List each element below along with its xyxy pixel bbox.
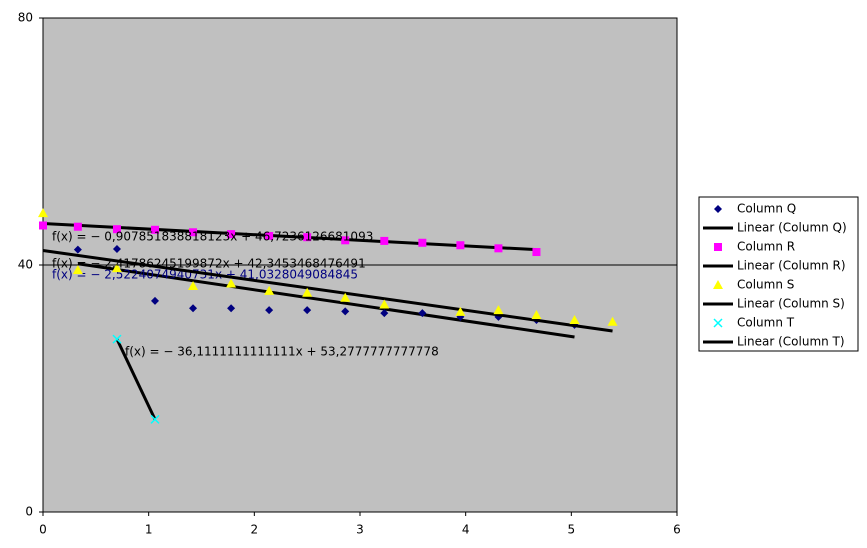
legend-label: Column R (737, 240, 795, 254)
point (493, 305, 504, 315)
x-tick-label: 0 (39, 523, 47, 537)
point (531, 310, 542, 320)
point (303, 306, 312, 315)
legend-swatch (714, 243, 722, 251)
point (341, 236, 350, 245)
point (151, 296, 160, 305)
x-tick-label: 5 (568, 523, 576, 537)
legend-label: Linear (Column T) (737, 335, 845, 349)
point (112, 225, 121, 234)
point (188, 280, 199, 290)
point (264, 285, 275, 295)
point (151, 225, 160, 234)
point (456, 241, 465, 250)
trend-line (42, 249, 613, 333)
x-tick-label: 6 (673, 523, 681, 537)
x-tick-label: 3 (356, 523, 364, 537)
y-tick-label: 40 (18, 258, 33, 272)
point (380, 309, 389, 318)
point (189, 228, 198, 237)
trend-equation: f(x) = − 2,41786245199872x + 42,34534684… (52, 257, 366, 271)
point (379, 299, 390, 309)
y-tick-label: 0 (25, 505, 33, 519)
legend-label: Column S (737, 278, 794, 292)
point (265, 231, 274, 240)
point (112, 244, 121, 253)
x-tick-label: 4 (462, 523, 470, 537)
legend-label: Column Q (737, 202, 796, 216)
y-tick-label: 80 (18, 11, 33, 25)
point (340, 292, 351, 302)
legend-swatch (713, 318, 723, 328)
point (418, 309, 427, 318)
point (532, 248, 541, 257)
point (73, 222, 82, 231)
point (112, 334, 122, 344)
x-tick-label: 1 (145, 523, 153, 537)
trend-equation: f(x) = − 36,1111111111111x + 53,27777777… (125, 345, 439, 359)
point (73, 245, 82, 254)
point (455, 306, 466, 316)
legend-label: Linear (Column Q) (737, 221, 847, 235)
point (494, 244, 503, 253)
legend-label: Linear (Column R) (737, 259, 846, 273)
point (303, 233, 312, 242)
point (72, 264, 83, 274)
point (380, 236, 389, 245)
x-tick-label: 2 (251, 523, 259, 537)
point (265, 306, 274, 315)
point (341, 307, 350, 316)
point (607, 316, 618, 326)
trend-equation: f(x) = − 0,907851838818123x + 46,7236126… (52, 230, 373, 244)
point (39, 221, 47, 230)
point (38, 208, 48, 218)
point (227, 230, 236, 239)
point (302, 287, 313, 297)
trend-line (77, 262, 575, 339)
point (569, 314, 580, 324)
legend-swatch (714, 205, 722, 213)
legend-label: Linear (Column S) (737, 297, 845, 311)
point (189, 304, 198, 313)
legend-swatch (713, 280, 723, 289)
legend (698, 196, 859, 352)
trend-line (115, 338, 157, 421)
point (418, 238, 427, 247)
point (111, 263, 122, 273)
point (226, 278, 237, 288)
legend-label: Column T (737, 316, 795, 330)
point (150, 414, 160, 424)
point (227, 304, 236, 313)
trend-line (42, 221, 537, 252)
